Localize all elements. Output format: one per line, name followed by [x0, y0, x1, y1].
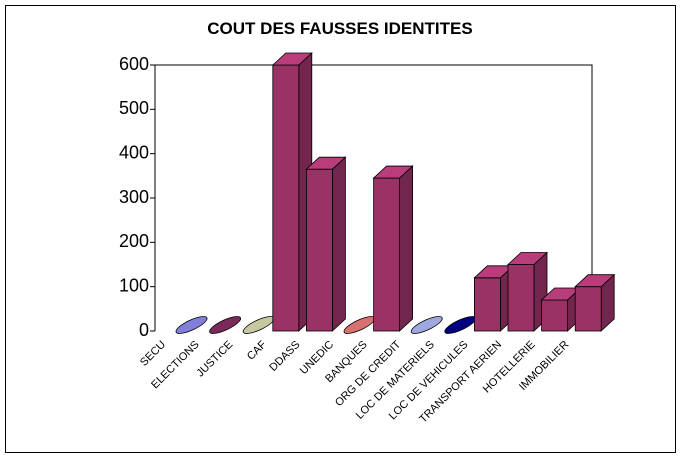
bar-side [332, 156, 346, 332]
bar-front [541, 299, 568, 332]
bar [372, 165, 414, 332]
bar-disk [175, 316, 208, 334]
bar [175, 316, 208, 334]
y-tick-label: 600 [119, 54, 149, 74]
bar-top [305, 156, 347, 170]
bar [271, 52, 313, 332]
y-tick-label: 0 [139, 320, 149, 340]
y-tick-label: 500 [119, 98, 149, 118]
bar-front [473, 277, 501, 332]
bar-side [399, 165, 413, 332]
y-tick-label: 200 [119, 231, 149, 251]
bar-disk [410, 316, 443, 334]
bar-front [574, 286, 602, 332]
bar-disk [209, 316, 242, 334]
bar-front [305, 168, 333, 332]
y-tick-label: 100 [119, 275, 149, 295]
bar-front [507, 264, 535, 332]
bar [473, 264, 515, 332]
bar-top [271, 52, 313, 66]
bar [305, 156, 347, 332]
bar-front [373, 177, 401, 332]
bar-front [272, 64, 300, 332]
bar [574, 273, 616, 332]
y-tick-label: 300 [119, 187, 149, 207]
bar [506, 251, 549, 332]
chart-title: COUT DES FAUSSES IDENTITES [207, 19, 472, 38]
bar [540, 287, 582, 332]
bar-top [372, 165, 414, 179]
bar [410, 316, 443, 334]
y-tick-label: 400 [119, 142, 149, 162]
bar-top [506, 252, 549, 265]
bar-top [574, 274, 616, 288]
bar [209, 316, 242, 334]
